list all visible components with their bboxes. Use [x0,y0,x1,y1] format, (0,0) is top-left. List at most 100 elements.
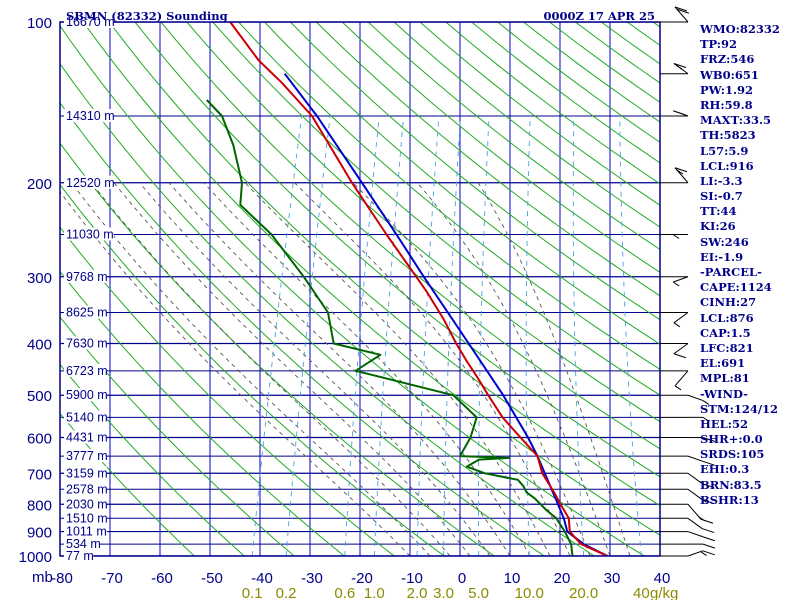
temperature-tick-label: -30 [301,570,323,587]
height-label-bg [64,497,107,511]
dry-adiabat [108,22,660,507]
height-label-bg [64,449,107,463]
mixing-ratio-label: 10.0 [515,585,544,600]
wind-barb-feather [702,460,715,466]
units-label: mb [32,569,53,586]
index-item: BRN:83.5 [700,477,762,492]
indices-panel: WMO:82332 TP:92 FRZ:546 WB0:651 PW:1.92 RH:59… [700,22,800,508]
mixing-ratio-line [525,115,531,556]
index-item: BSHR:13 [700,492,759,507]
wind-barb [660,110,689,117]
moist-adiabat [203,182,531,556]
wind-barb-feather [674,6,688,12]
height-label-bg [64,537,100,551]
wind-barb-feather [675,64,683,70]
pressure-label: 1000 [19,549,52,566]
wind-barb-staff [673,312,689,324]
height-label: 3777 m [66,449,108,463]
background-lines [60,22,660,556]
wind-barb [660,503,714,524]
index-item: SRDS:105 [700,447,765,462]
dry-adiabat [82,22,660,536]
wind-barb-staff [687,517,703,529]
wind-barb [660,394,710,405]
moist-adiabat [294,182,571,556]
height-label: 1510 m [66,511,108,525]
wind-barb [660,488,715,505]
temperature-tick-label: 20 [554,570,571,587]
temperature-tick-label: -10 [401,570,423,587]
dry-adiabat [212,22,660,396]
temperature-tick-label: -20 [351,570,373,587]
temperature-tick-label: 30 [604,570,621,587]
height-label-bg [64,511,107,525]
dry-adiabat [60,102,545,556]
dry-adiabat [134,22,660,478]
height-label-bg [64,15,114,28]
height-label-bg [64,524,107,538]
height-label-bg [64,305,107,319]
wind-barb [660,437,716,443]
wind-barb [660,517,715,534]
wind-barb [660,472,715,489]
index-item: LI:-3.3 [700,173,743,188]
wind-barb-feather [673,63,687,68]
height-label: 5140 m [66,410,108,424]
mixing-ratio-label: 3.0 [433,585,454,600]
mixing-ratio-label: 2.0 [407,585,428,600]
index-item: HEL:52 [700,416,748,431]
height-label: 14310 m [66,109,115,123]
height-label-bg [64,549,94,562]
wind-barb-staff [687,455,703,462]
mixing-ratio-line [572,115,585,556]
dry-adiabat [341,22,660,273]
pressure-label: 800 [27,497,52,514]
index-item: SI:-0.7 [700,189,743,204]
index-item: SHR+:0.0 [700,432,763,447]
wind-barb-feather [673,353,687,359]
height-label-bg [64,482,107,496]
wind-barb-staff [674,370,689,387]
height-label: 11030 m [66,227,114,241]
wind-barb [660,63,689,75]
index-item: TP:92 [700,37,738,52]
wind-barb-feather [702,416,710,422]
height-label: 16670 m [66,15,115,29]
height-label: 8625 m [66,306,108,320]
wind-barb-feather [701,483,715,489]
dry-adiabat [186,22,660,423]
wind-barb-feather [698,516,706,522]
height-label-bg [64,336,107,350]
wind-barb [660,370,689,391]
height-label: 2578 m [66,482,108,496]
plot-frame [59,21,661,557]
pressure-label: 400 [27,337,52,354]
index-item: CAP:1.5 [700,325,751,340]
index-item: -PARCEL- [700,265,762,279]
wind-barb [660,6,690,23]
temperature-trace [229,22,608,556]
temperature-tick-label: -60 [151,570,173,587]
pressure-label: 200 [27,176,52,193]
moist-adiabat [71,182,431,556]
index-item: LCL:916 [700,158,754,173]
moist-adiabat [113,182,471,556]
wind-barb-feather [702,550,715,556]
index-item: CAPE:1124 [700,280,772,295]
height-label-bg [64,430,107,444]
temperature-tick-label: -50 [201,570,223,587]
wind-barb-staff [687,394,703,401]
pressure-label: 100 [27,15,52,32]
dry-adiabat [60,142,495,556]
wind-barb-feather [672,281,680,287]
pressure-label: 700 [27,466,52,483]
wind-barb-feather [673,110,686,116]
mixing-ratio-line [478,115,490,556]
mixing-ratio-label: 0.6 [334,585,355,600]
height-label-bg [64,388,107,402]
dry-adiabat [264,22,660,345]
height-label: 7630 m [66,337,108,351]
height-label-bg [64,363,107,377]
